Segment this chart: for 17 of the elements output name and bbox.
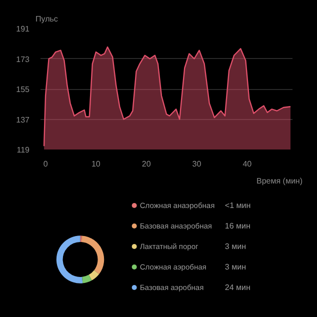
data-label: 3 мин [224, 242, 246, 251]
y-tick-label: 173 [16, 54, 30, 64]
y-tick-label: 119 [16, 146, 30, 154]
y-tick-label: 137 [16, 115, 30, 124]
data-label: <1 мин [224, 201, 251, 210]
y-tick-label: 155 [16, 85, 30, 94]
x-tick-label: 0 [43, 160, 48, 168]
x-tick-label: 40 [242, 160, 252, 168]
x-tick-label: 10 [91, 160, 101, 168]
x-tick-label: 20 [142, 160, 152, 168]
x-tick-label: 30 [192, 160, 202, 168]
data-label: 3 мин [224, 262, 246, 272]
data-label: 24 мин [224, 283, 250, 292]
y-tick-label: 191 [16, 24, 30, 34]
y-axis-title: Пульс [36, 14, 58, 24]
x-axis-title: Время (мин) [256, 176, 303, 186]
data-label: 16 мин [224, 222, 250, 230]
